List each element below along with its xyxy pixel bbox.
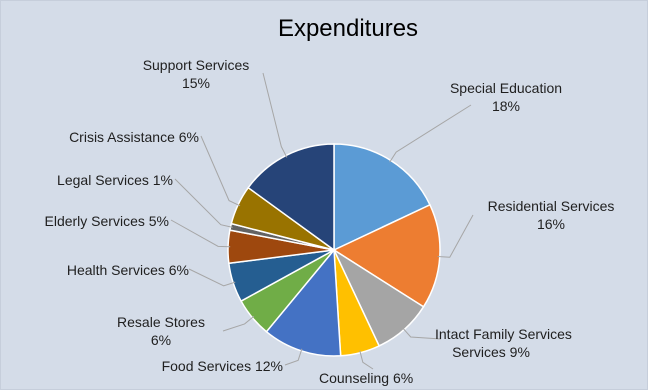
slice-name: Special Education bbox=[449, 80, 563, 96]
leader-line bbox=[222, 315, 255, 332]
slice-percent: 1% bbox=[152, 172, 173, 188]
leader-line bbox=[437, 214, 474, 258]
slice-percent: 15% bbox=[181, 75, 211, 91]
slice-label-support-services: Support Services 15% bbox=[129, 56, 263, 92]
slice-name: Intact Family Services bbox=[435, 326, 572, 342]
slice-name: Elderly Services bbox=[44, 213, 145, 229]
slice-label-special-education: Special Education 18% bbox=[436, 79, 576, 115]
slice-name-cont: Services bbox=[452, 344, 506, 360]
leader-line bbox=[188, 268, 236, 287]
slice-name: Counseling bbox=[319, 370, 390, 386]
leader-line bbox=[174, 178, 233, 228]
slice-name: Legal Services bbox=[57, 172, 149, 188]
slice-name: Health Services bbox=[66, 262, 165, 278]
leader-line bbox=[402, 327, 442, 340]
slice-name: Residential Services bbox=[487, 198, 615, 214]
slice-percent: 6% bbox=[178, 129, 199, 145]
slice-name: Crisis Assistance bbox=[69, 129, 175, 145]
slice-percent: 9% bbox=[509, 344, 530, 360]
slice-label-food-services: Food Services 12% bbox=[125, 357, 283, 375]
slice-label-intact-family-services: Intact Family Services Services 9% bbox=[435, 325, 572, 361]
slice-label-legal-services: Legal Services 1% bbox=[5, 171, 173, 189]
slice-label-health-services: Health Services 6% bbox=[11, 261, 189, 279]
slice-label-resale-stores: Resale Stores 6% bbox=[99, 313, 223, 349]
slice-percent: 18% bbox=[491, 98, 521, 114]
slice-label-counseling: Counseling 6% bbox=[319, 369, 413, 387]
slice-name: Support Services bbox=[142, 57, 250, 73]
leader-line bbox=[170, 219, 231, 248]
slice-name: Food Services bbox=[161, 358, 252, 374]
slice-label-elderly-services: Elderly Services 5% bbox=[5, 212, 170, 230]
leader-line bbox=[284, 348, 303, 366]
chart-title: Expenditures bbox=[277, 15, 419, 42]
slice-percent: 5% bbox=[148, 213, 169, 229]
leader-line bbox=[200, 135, 241, 207]
leader-line bbox=[389, 104, 472, 163]
slice-percent: 6% bbox=[392, 370, 414, 386]
leader-line bbox=[359, 350, 374, 370]
slice-percent: 6% bbox=[150, 332, 172, 348]
slice-label-residential-services: Residential Services 16% bbox=[473, 197, 629, 233]
slice-percent: 12% bbox=[254, 358, 283, 374]
slice-label-crisis-assistance: Crisis Assistance 6% bbox=[5, 128, 199, 146]
leader-line bbox=[262, 72, 288, 158]
slice-percent: 16% bbox=[536, 216, 566, 232]
slice-name: Resale Stores bbox=[117, 314, 205, 330]
slice-percent: 6% bbox=[168, 262, 189, 278]
